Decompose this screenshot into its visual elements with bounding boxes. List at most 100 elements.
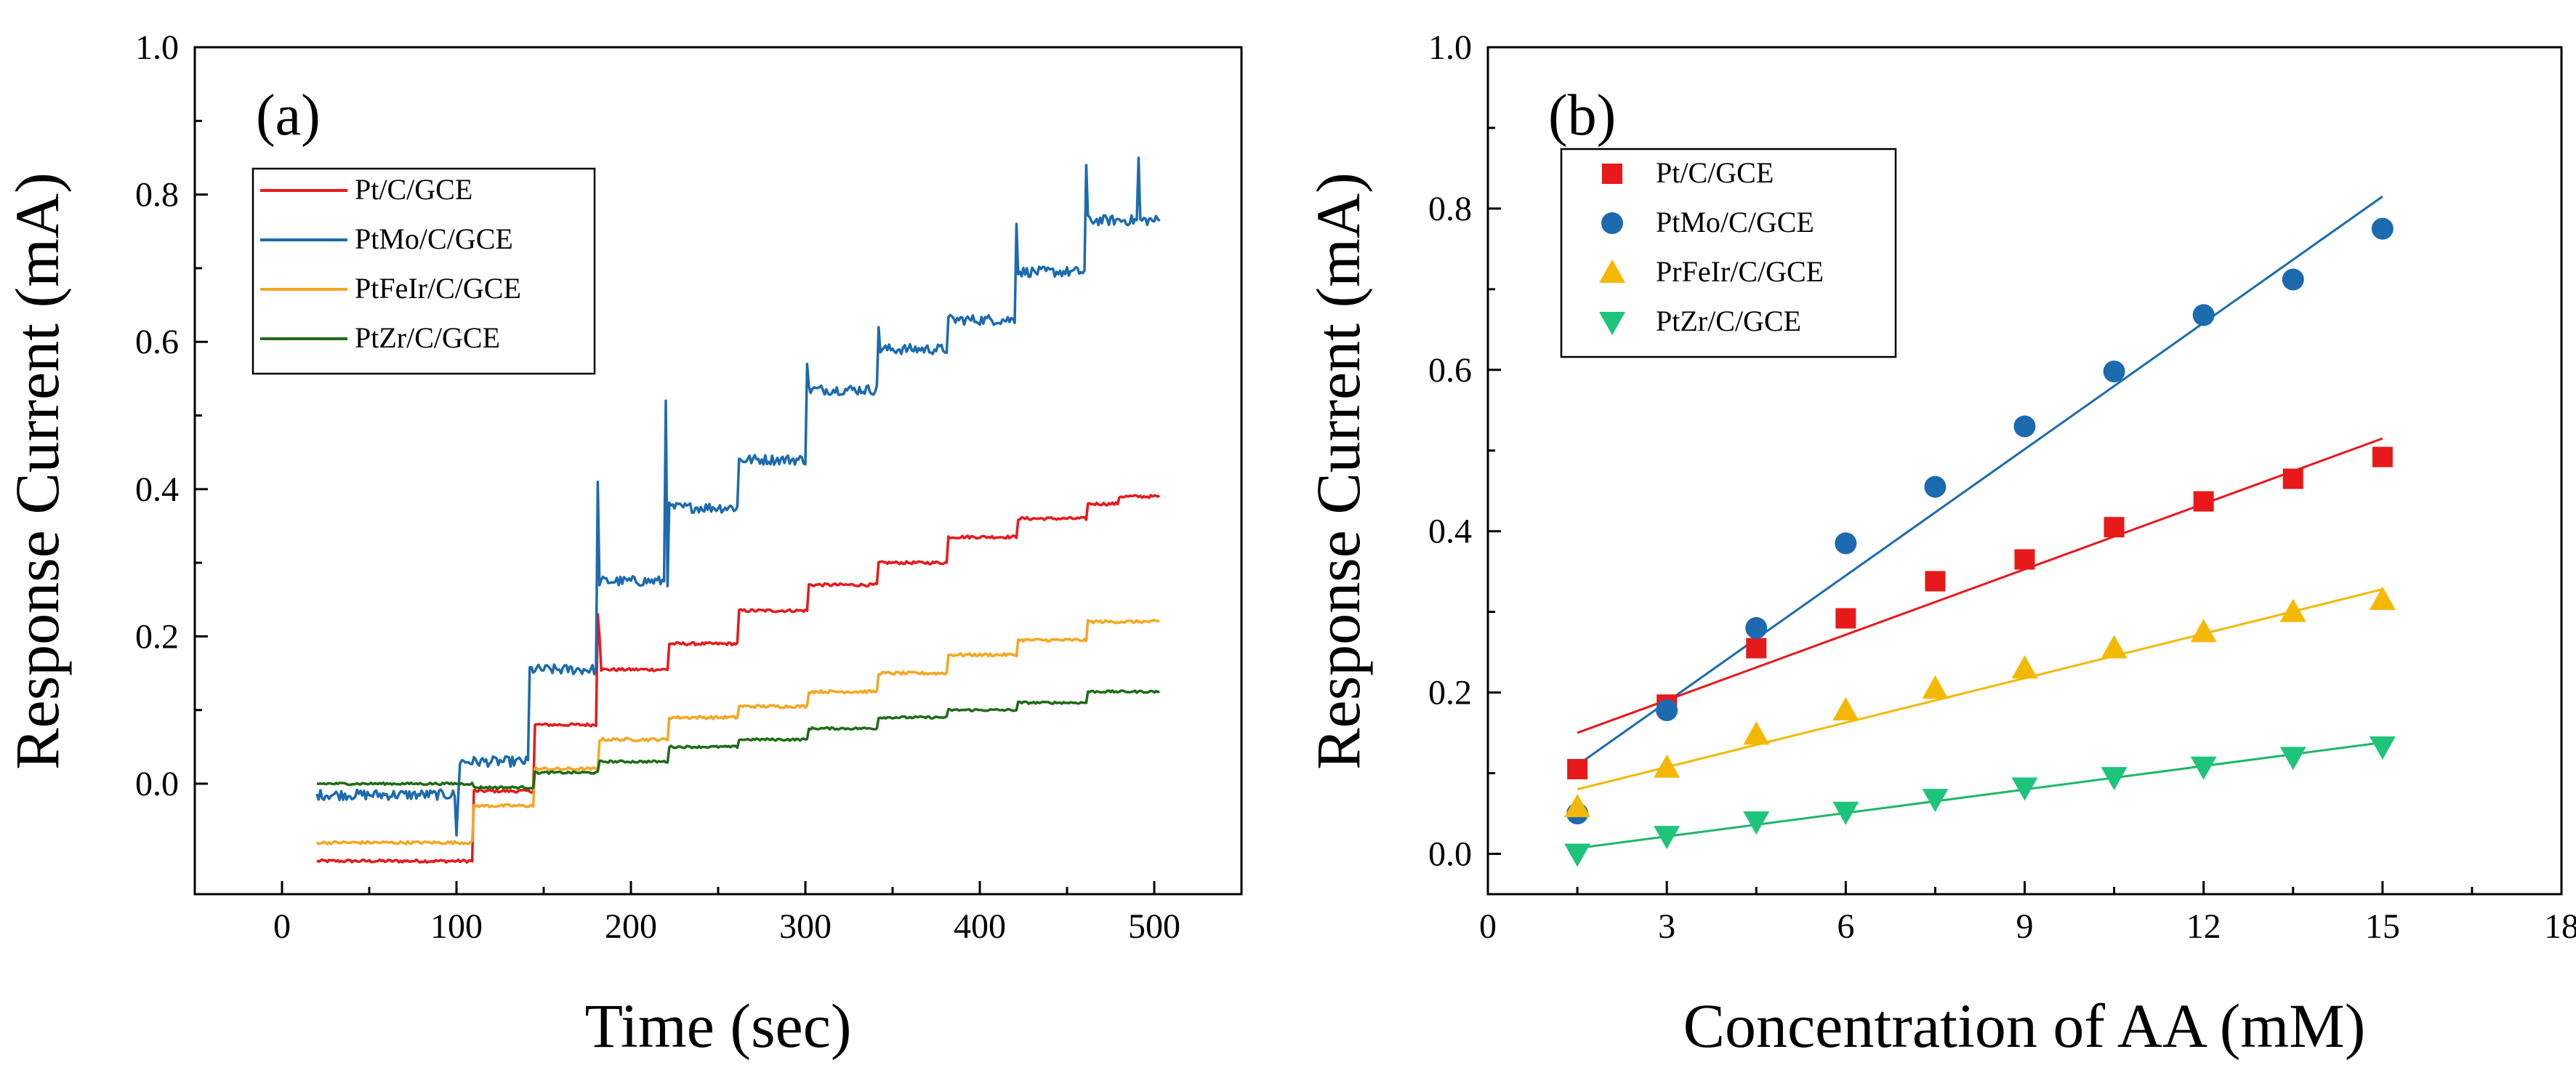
data-point	[2279, 598, 2306, 622]
data-point	[1654, 826, 1681, 850]
series-line-ptzr-c-gce	[316, 689, 1160, 790]
y-axis-title-b: Response Current (mA)	[1303, 172, 1373, 770]
fit-line	[1577, 437, 2383, 734]
data-point	[1745, 616, 1768, 639]
x-axis-title-a: Time (sec)	[584, 991, 851, 1061]
y-tick-label: 0.6	[1428, 351, 1472, 390]
legend-label: PtMo/C/GCE	[1656, 206, 1814, 238]
data-point	[1746, 638, 1767, 659]
data-point	[2013, 415, 2036, 438]
x-tick-label: 400	[954, 907, 1006, 946]
x-tick-label: 18	[2544, 907, 2576, 946]
data-point	[2104, 517, 2125, 538]
data-point	[2103, 361, 2125, 383]
data-point	[1832, 801, 1859, 825]
panel-label-b: (b)	[1548, 84, 1616, 148]
x-tick-label: 3	[1658, 907, 1675, 946]
data-point	[2369, 587, 2396, 611]
legend-marker	[1601, 212, 1623, 234]
series-lines-a	[315, 156, 1161, 864]
data-point	[1832, 697, 1859, 721]
panel-label-a: (a)	[256, 84, 321, 148]
data-point	[2011, 655, 2038, 679]
y-tick-label: 0.4	[1428, 513, 1472, 551]
fit-line	[1577, 741, 2383, 850]
x-tick-label: 100	[430, 907, 483, 946]
x-tick-label: 0	[1479, 907, 1497, 946]
x-tick-label: 500	[1128, 907, 1180, 946]
data-point	[2372, 446, 2393, 467]
fit-lines-b	[1577, 196, 2383, 850]
legend-marker	[1599, 312, 1625, 335]
data-point	[1922, 789, 1949, 813]
fit-line	[1577, 196, 2383, 766]
y-axis-title-a: Response Current (mA)	[2, 172, 72, 770]
legend-label: PtFeIr/C/GCE	[355, 272, 521, 305]
legend-label: PtMo/C/GCE	[355, 222, 513, 255]
data-point	[2190, 619, 2217, 643]
x-tick-label: 12	[2186, 907, 2221, 946]
y-tick-label: 0.8	[1428, 190, 1472, 228]
scatter-points-b	[1564, 217, 2396, 867]
legend-a: Pt/C/GCE PtMo/C/GCE PtFeIr/C/GCE PtZr/C/GCE	[251, 167, 596, 375]
data-point	[2014, 549, 2035, 570]
legend-label: PrFeIr/C/GCE	[1656, 255, 1824, 288]
legend-marker	[1599, 260, 1625, 283]
axis-ticks-a: 0 100 200 300 400 500 0.0 0.2 0.4 0.6 0.8 1.0	[135, 28, 1180, 946]
data-point	[1656, 699, 1678, 722]
data-point	[1835, 608, 1856, 629]
data-point	[2369, 736, 2396, 760]
legend-label: Pt/C/GCE	[1656, 156, 1774, 189]
data-point	[1567, 759, 1588, 780]
x-axis-title-b: Concentration of AA (mM)	[1683, 991, 2366, 1061]
data-point	[1743, 811, 1770, 835]
axis-ticks-b: 0 3 6 9 12 15 18 0.0 0.2 0.4 0.6 0.8 1.0	[1428, 28, 2576, 946]
x-tick-label: 300	[779, 907, 832, 946]
data-point	[1564, 843, 1591, 867]
x-tick-label: 9	[2016, 907, 2034, 946]
panel-a: 0 100 200 300 400 500 0.0 0.2 0.4 0.6 0.8 1.0 Pt/C/…	[2, 28, 1243, 1061]
data-point	[1925, 571, 1946, 592]
legend-label: Pt/C/GCE	[355, 173, 472, 206]
y-tick-label: 0.2	[135, 617, 179, 656]
data-point	[2193, 491, 2214, 512]
x-tick-label: 0	[273, 907, 291, 946]
data-point	[1564, 794, 1591, 818]
y-tick-label: 1.0	[135, 28, 179, 67]
data-point	[2282, 268, 2304, 291]
y-tick-label: 0.8	[135, 176, 179, 214]
y-tick-label: 1.0	[1428, 28, 1472, 67]
data-point	[2279, 747, 2306, 771]
y-tick-label: 0.6	[135, 323, 179, 361]
data-point	[1743, 721, 1770, 745]
data-point	[1922, 675, 1949, 699]
series-line-ptmo-c-gce	[315, 156, 1161, 837]
y-tick-label: 0.0	[135, 765, 179, 803]
data-point	[1654, 754, 1681, 778]
y-tick-label: 0.0	[1428, 835, 1472, 874]
data-point	[2011, 777, 2038, 801]
legend-marker	[1602, 164, 1622, 184]
data-point	[2101, 767, 2128, 791]
data-point	[2101, 635, 2128, 659]
data-point	[2282, 468, 2303, 489]
legend-label: PtZr/C/GCE	[1656, 305, 1801, 337]
y-tick-label: 0.4	[135, 470, 179, 509]
series-line-ptfeir-c-gce	[315, 619, 1160, 845]
data-point	[1924, 475, 1947, 498]
panel-b: 0 3 6 9 12 15 18 0.0 0.2 0.4 0.6 0.8 1.0 Pt/C/GCE PtM…	[1303, 28, 2576, 1061]
data-point	[2371, 217, 2394, 240]
data-point	[2192, 304, 2215, 326]
legend-label: PtZr/C/GCE	[355, 321, 500, 354]
legend-b: Pt/C/GCE PtMo/C/GCE PrFeIr/C/GCE PtZr/C/GCE	[1560, 148, 1897, 358]
fit-line	[1577, 588, 2383, 791]
data-point	[2190, 756, 2217, 780]
series-line-pt-c-gce	[316, 494, 1160, 864]
x-tick-label: 200	[605, 907, 657, 946]
data-point	[1835, 532, 1857, 555]
y-tick-label: 0.2	[1428, 674, 1472, 712]
x-tick-label: 6	[1837, 907, 1854, 946]
x-tick-label: 15	[2365, 907, 2400, 946]
